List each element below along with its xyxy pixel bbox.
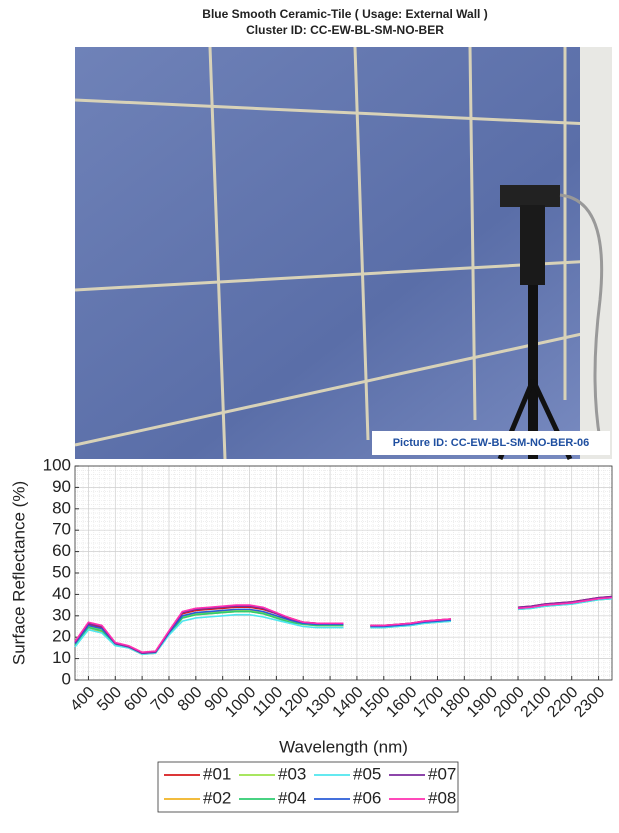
y-tick-label: 70 [52,520,71,539]
legend-label: #08 [428,788,456,807]
x-tick-label: 2300 [571,684,608,721]
legend-label: #02 [203,788,231,807]
x-tick-label: 1900 [464,684,501,721]
x-tick-label: 1000 [222,684,259,721]
y-tick-label: 30 [52,605,71,624]
x-axis-label: Wavelength (nm) [279,737,408,756]
x-tick-label: 500 [94,684,125,715]
legend-label: #01 [203,764,231,783]
legend-label: #07 [428,764,456,783]
x-tick-label: 2200 [544,684,581,721]
x-tick-label: 600 [121,684,152,715]
y-tick-label: 100 [43,455,71,474]
x-tick-label: 1500 [356,684,393,721]
y-tick-label: 60 [52,541,71,560]
y-tick-label: 50 [52,562,71,581]
figure: Blue Smooth Ceramic-Tile ( Usage: Extern… [0,0,619,828]
x-tick-label: 1600 [383,684,420,721]
legend-label: #03 [278,764,306,783]
x-tick-label: 2000 [491,684,528,721]
legend-label: #05 [353,764,381,783]
y-tick-label: 0 [62,669,71,688]
x-tick-label: 1700 [410,684,447,721]
y-tick-label: 90 [52,477,71,496]
x-tick-label: 1400 [330,684,367,721]
y-tick-label: 40 [52,584,71,603]
y-tick-label: 80 [52,498,71,517]
chart-title: Blue Smooth Ceramic-Tile ( Usage: Extern… [202,7,487,21]
x-tick-label: 2100 [517,684,554,721]
x-tick-label: 800 [175,684,206,715]
x-tick-label: 1200 [276,684,313,721]
y-tick-label: 10 [52,648,71,667]
y-tick-label: 20 [52,627,71,646]
x-tick-label: 1300 [303,684,340,721]
photo: Picture ID: CC-EW-BL-SM-NO-BER-06 [75,47,612,459]
chart-subtitle: Cluster ID: CC-EW-BL-SM-NO-BER [246,23,444,37]
picture-id: Picture ID: CC-EW-BL-SM-NO-BER-06 [393,437,590,449]
legend-label: #04 [278,788,306,807]
x-tick-label: 400 [67,684,98,715]
x-tick-label: 1800 [437,684,474,721]
legend-label: #06 [353,788,381,807]
page: Blue Smooth Ceramic-Tile ( Usage: Extern… [0,0,619,833]
y-axis-label: Surface Reflectance (%) [9,481,28,665]
x-tick-label: 700 [148,684,179,715]
